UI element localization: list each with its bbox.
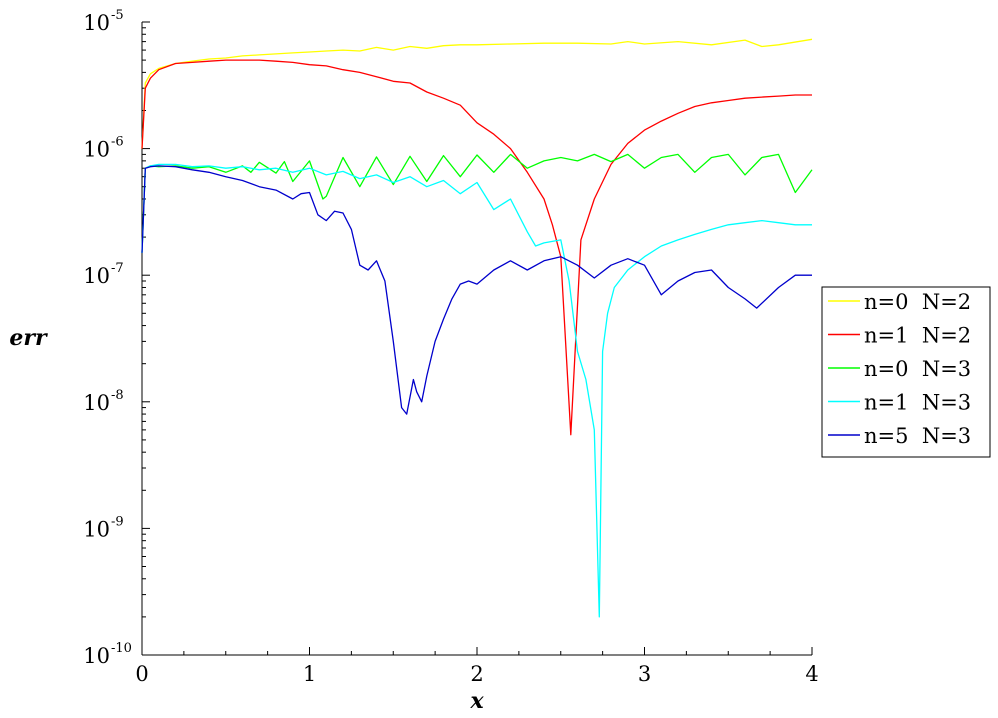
y-tick-label: 10 (83, 138, 110, 162)
x-tick-label: 1 (303, 662, 316, 686)
y-tick-exponent: -5 (111, 8, 124, 23)
series-line (141, 59, 812, 436)
y-axis-title: err (9, 325, 48, 351)
series-line (141, 153, 813, 253)
legend-label: n=1 N=3 (864, 391, 971, 415)
y-tick-exponent: -10 (111, 641, 132, 656)
legend-label: n=1 N=2 (864, 324, 971, 348)
series-line (141, 38, 813, 149)
series-line (141, 165, 812, 415)
x-tick-label: 3 (638, 662, 651, 686)
axes (141, 21, 813, 656)
x-tick-label: 4 (805, 662, 818, 686)
y-tick-exponent: -9 (111, 514, 124, 529)
y-tick-exponent: -6 (111, 135, 124, 150)
tick-labels: 0 1 2 3 410-510-610-710-810-910-10 (83, 8, 818, 686)
y-tick-label: 10 (83, 517, 110, 541)
series-line (141, 163, 812, 618)
legend-label: n=5 N=3 (864, 424, 971, 448)
legend: n=0 N=2 n=1 N=2 n=0 N=3 n=1 N=3 n=5 N=3 (821, 286, 991, 458)
x-axis-title: x (469, 688, 484, 714)
x-tick-label: 0 (135, 662, 148, 686)
y-tick-exponent: -8 (111, 388, 124, 403)
y-tick-label: 10 (83, 11, 110, 35)
y-tick-label: 10 (83, 391, 110, 415)
x-tick-label: 2 (470, 662, 483, 686)
legend-label: n=0 N=3 (864, 357, 971, 381)
series-lines (141, 38, 813, 618)
legend-box (821, 286, 991, 458)
y-tick-label: 10 (83, 264, 110, 288)
y-tick-label: 10 (83, 644, 110, 668)
legend-label: n=0 N=2 (864, 290, 971, 314)
y-tick-exponent: -7 (111, 261, 124, 276)
